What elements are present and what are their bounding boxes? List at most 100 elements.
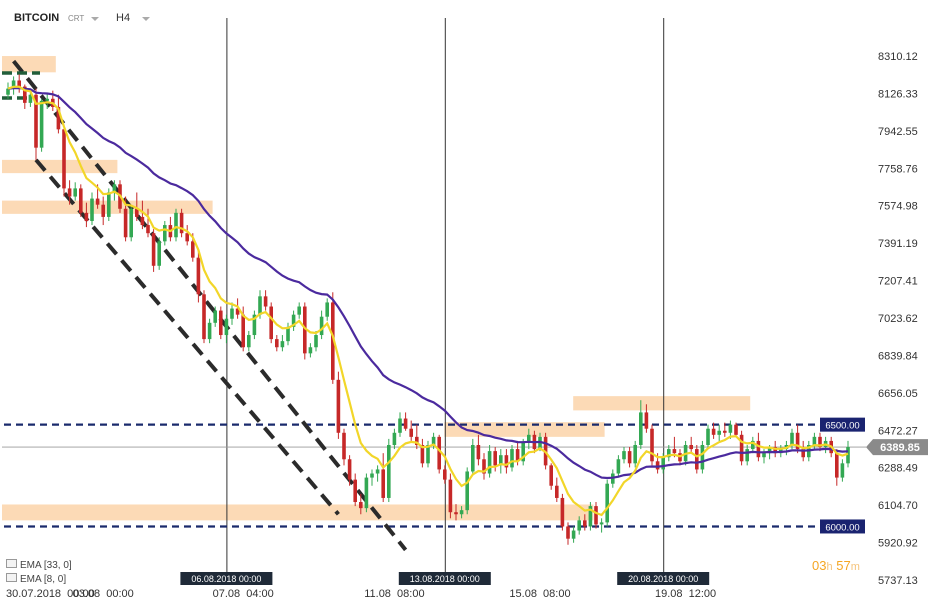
candle-body: [504, 455, 509, 468]
symbol-label[interactable]: BITCOIN: [14, 12, 60, 24]
candle-body: [672, 449, 677, 454]
candle-body: [275, 339, 279, 348]
timeframe-caret-icon[interactable]: [142, 17, 150, 21]
price-level-badge: [820, 519, 865, 534]
candle-body: [381, 469, 385, 498]
candle-body: [375, 469, 380, 474]
price-tick-label: 7758.76: [878, 163, 918, 175]
candle-body: [801, 449, 805, 458]
candle-body: [34, 94, 38, 148]
chart-type-selector[interactable]: CRT: [68, 14, 85, 23]
session-marker-badge: [180, 572, 273, 585]
candle-body: [560, 497, 565, 527]
indicator-legend-ema33[interactable]: EMA [33, 0]: [6, 559, 72, 571]
candle-body: [140, 216, 145, 226]
candle-body: [17, 80, 21, 87]
indicator-label: EMA [8, 0]: [20, 574, 67, 585]
candle-body: [303, 306, 307, 354]
indicator-legend-ema8[interactable]: EMA [8, 0]: [6, 573, 66, 585]
price-zone: [2, 56, 56, 73]
candle-body: [84, 212, 89, 221]
candle-body: [224, 318, 229, 336]
candle-body: [661, 457, 665, 470]
candle-body: [599, 522, 604, 525]
candle-body: [252, 314, 257, 336]
price-tick-label: 6656.05: [878, 388, 918, 400]
candle-body: [644, 412, 649, 429]
timeframe-selector[interactable]: H4: [116, 12, 131, 24]
candle-body: [247, 335, 251, 348]
candle-body: [812, 436, 817, 446]
candle-body: [549, 465, 553, 486]
timer-minute-unit: m: [850, 561, 860, 573]
candle-body: [583, 520, 587, 527]
candle-body: [280, 341, 285, 348]
candle-body: [616, 459, 621, 474]
candle-body: [392, 432, 397, 446]
time-tick-label: 19.08 12:00: [655, 588, 716, 600]
candle-body: [123, 208, 128, 238]
candle-body: [762, 453, 766, 458]
price-tick-label: 5737.13: [878, 575, 918, 587]
price-tick-label: 7942.55: [878, 126, 918, 138]
price-tick-label: 8310.12: [878, 51, 918, 63]
candle-body: [174, 212, 178, 238]
indicator-settings-icon[interactable]: [6, 559, 17, 568]
candle-body: [185, 233, 189, 242]
price-level-label: 6000.00: [825, 522, 859, 533]
price-zone: [444, 422, 605, 437]
price-tick-label: 6839.84: [878, 350, 918, 362]
candle-body: [263, 296, 268, 307]
candle-body: [28, 94, 33, 103]
candle-body: [527, 434, 531, 443]
price-tick-label: 7391.19: [878, 238, 918, 250]
candle-body: [23, 86, 27, 103]
chart-type-caret-icon[interactable]: [91, 17, 99, 21]
candle-body: [510, 449, 514, 468]
session-marker-badge: [617, 572, 710, 585]
candle-body: [723, 430, 727, 433]
indicator-label: EMA [33, 0]: [20, 560, 72, 571]
candle-body: [151, 233, 156, 266]
candle-body: [695, 449, 699, 470]
candle-body: [465, 471, 469, 511]
candle-body: [448, 479, 453, 513]
candle-body: [482, 459, 486, 474]
candle-body: [499, 455, 503, 466]
candle-body: [353, 479, 357, 503]
candle-body: [230, 308, 234, 319]
candle-body: [487, 451, 492, 474]
candle-body: [135, 208, 139, 217]
candle-body: [191, 241, 195, 258]
candle-body: [157, 241, 161, 266]
candle-body: [633, 445, 637, 464]
time-tick-label: 03.08 00:00: [73, 588, 134, 600]
candle-body: [56, 106, 61, 130]
candle-body: [101, 204, 105, 217]
candle-body: [73, 188, 77, 197]
ema-33-line: [7, 86, 849, 480]
current-price-label: 6389.85: [880, 442, 920, 454]
candle-body: [62, 129, 66, 189]
candle-body: [79, 188, 83, 213]
candle-body: [426, 445, 430, 464]
price-zone: [2, 504, 594, 521]
price-tick-label: 7023.62: [878, 313, 918, 325]
price-tick-label: 7574.98: [878, 201, 918, 213]
candle-body: [594, 506, 598, 525]
indicator-settings-icon[interactable]: [6, 573, 17, 582]
timer-minutes: 57: [836, 558, 851, 573]
candle-body: [622, 451, 626, 460]
ema-8-line: [7, 85, 849, 517]
candle-body: [476, 445, 481, 460]
candle-body: [398, 418, 402, 433]
candle-body: [835, 453, 839, 478]
candle-body: [241, 314, 245, 348]
candle-body: [297, 306, 301, 315]
candle-body: [308, 347, 313, 354]
candle-body: [717, 430, 721, 435]
candle-body: [129, 208, 133, 238]
price-zone: [2, 159, 118, 174]
